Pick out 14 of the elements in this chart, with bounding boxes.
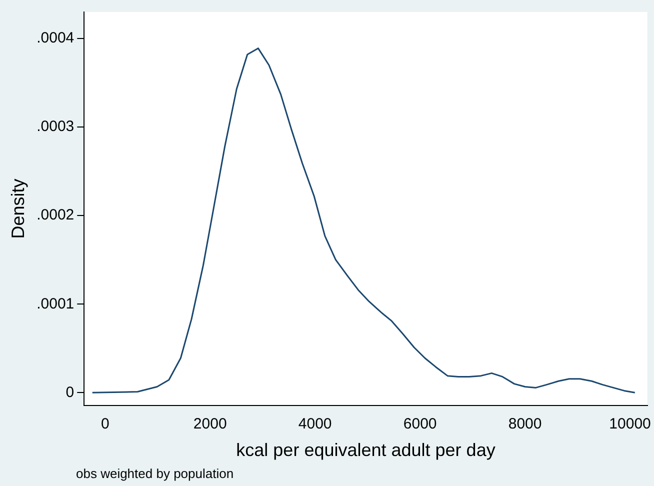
x-axis-title: kcal per equivalent adult per day xyxy=(236,440,496,460)
y-tick-label: 0 xyxy=(66,384,74,401)
text: obs weighted by population xyxy=(76,466,234,481)
x-tick-label: 10000 xyxy=(609,416,651,433)
y-tick-label: .0003 xyxy=(36,118,74,136)
y-axis-title: Density xyxy=(8,178,28,239)
x-tick-label: 2000 xyxy=(193,416,227,433)
y-tick-label: .0004 xyxy=(36,30,74,47)
x-tick-label: 4000 xyxy=(298,416,332,433)
x-tick-label: 0 xyxy=(100,416,110,433)
y-tick-label: .0001 xyxy=(36,295,74,312)
y-tick-label: .0002 xyxy=(36,206,74,224)
x-tick-label: 6000 xyxy=(403,416,437,433)
x-tick-label: 8000 xyxy=(508,416,542,433)
